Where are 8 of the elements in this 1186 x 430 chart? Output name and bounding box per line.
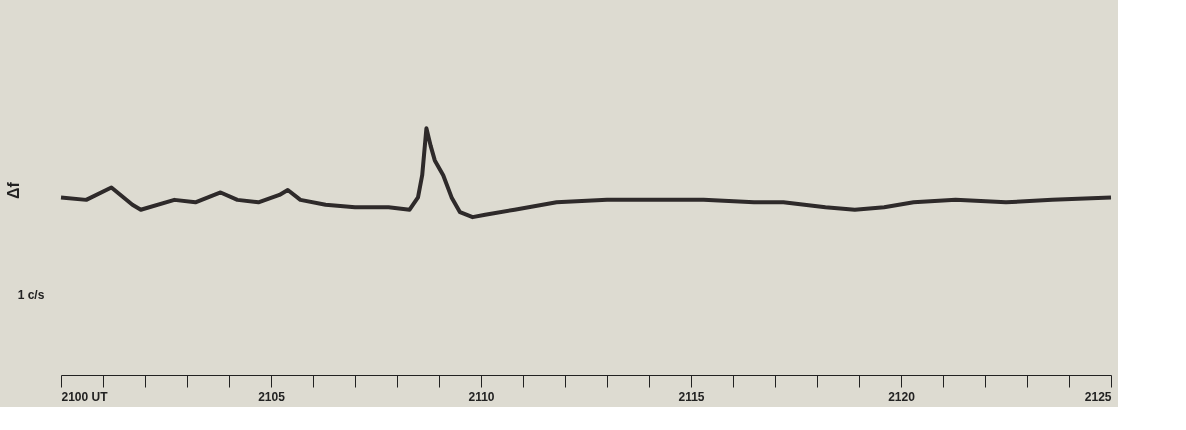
y-axis-title: Δf (4, 181, 22, 199)
x-tick-label: 2105 (258, 389, 286, 404)
x-tick-label: 2100 UT (61, 389, 109, 404)
x-tick-label: 2125 (1084, 389, 1112, 404)
text: 1 c/s (17, 288, 45, 302)
x-tick-label: 2120 (888, 389, 916, 404)
x-tick-label: 2110 (468, 389, 495, 404)
x-tick-label: 2115 (678, 389, 705, 404)
